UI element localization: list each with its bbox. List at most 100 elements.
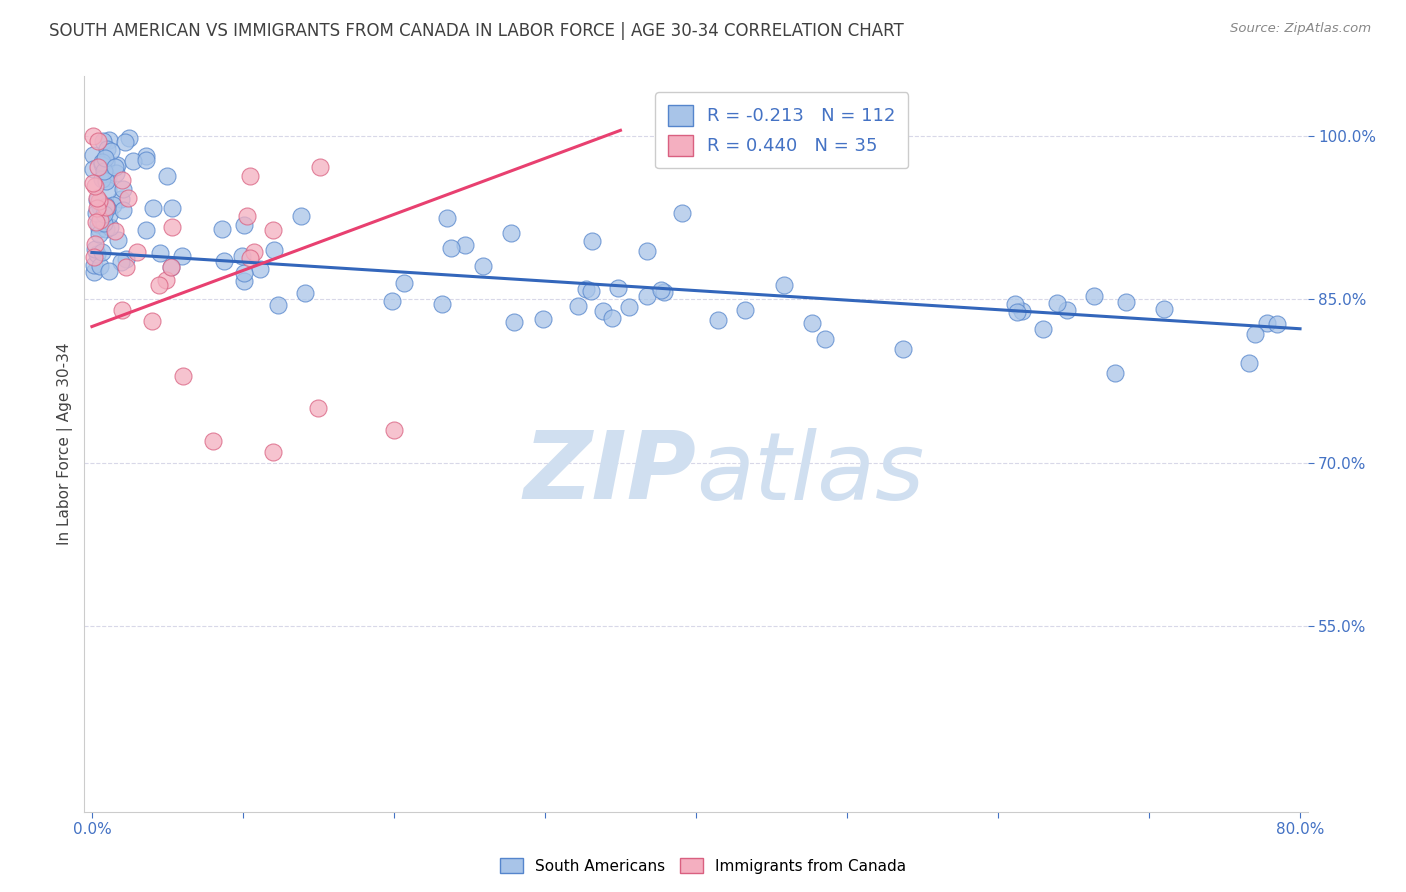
Point bbox=[160, 260, 183, 275]
Point bbox=[262, 223, 284, 237]
Point bbox=[84, 214, 107, 228]
Point bbox=[581, 284, 603, 298]
Point bbox=[87, 194, 110, 209]
Point bbox=[104, 160, 127, 174]
Point bbox=[96, 154, 118, 169]
Point bbox=[502, 315, 524, 329]
Point bbox=[211, 222, 233, 236]
Point bbox=[89, 227, 111, 241]
Point bbox=[111, 173, 134, 187]
Point bbox=[135, 148, 157, 162]
Point bbox=[1244, 326, 1267, 341]
Point bbox=[172, 249, 194, 263]
Point bbox=[82, 162, 104, 177]
Point bbox=[1005, 304, 1028, 318]
Point bbox=[294, 286, 316, 301]
Point bbox=[671, 206, 693, 220]
Point bbox=[86, 247, 108, 261]
Point bbox=[1237, 355, 1260, 369]
Point bbox=[156, 169, 179, 183]
Point bbox=[117, 191, 139, 205]
Point bbox=[636, 288, 658, 302]
Point bbox=[262, 445, 284, 459]
Point bbox=[231, 248, 253, 262]
Point bbox=[107, 233, 129, 247]
Point bbox=[90, 154, 112, 169]
Point bbox=[636, 244, 658, 259]
Point bbox=[97, 208, 120, 222]
Point bbox=[440, 241, 463, 255]
Point bbox=[382, 423, 405, 437]
Point bbox=[155, 273, 177, 287]
Point bbox=[114, 135, 136, 149]
Point bbox=[617, 301, 640, 315]
Point bbox=[307, 401, 329, 416]
Point bbox=[266, 298, 288, 312]
Point bbox=[135, 223, 157, 237]
Point bbox=[83, 250, 105, 264]
Point bbox=[1256, 316, 1278, 330]
Point bbox=[160, 202, 183, 216]
Point bbox=[89, 213, 111, 227]
Point bbox=[141, 201, 163, 215]
Point bbox=[814, 332, 837, 346]
Point bbox=[94, 167, 117, 181]
Point bbox=[607, 281, 630, 295]
Point bbox=[392, 276, 415, 290]
Point bbox=[734, 302, 756, 317]
Point bbox=[141, 314, 163, 328]
Point bbox=[94, 199, 117, 213]
Point bbox=[93, 207, 115, 221]
Point bbox=[115, 252, 138, 267]
Point bbox=[84, 178, 107, 193]
Point bbox=[98, 133, 121, 147]
Point bbox=[233, 274, 256, 288]
Point bbox=[87, 222, 110, 236]
Point bbox=[499, 227, 522, 241]
Point bbox=[112, 202, 135, 217]
Point bbox=[1004, 296, 1026, 310]
Point bbox=[650, 283, 672, 297]
Point bbox=[436, 211, 458, 226]
Point bbox=[1083, 289, 1105, 303]
Point bbox=[86, 206, 108, 220]
Point bbox=[82, 147, 104, 161]
Point bbox=[309, 161, 332, 175]
Point bbox=[148, 278, 170, 293]
Point bbox=[96, 142, 118, 156]
Text: SOUTH AMERICAN VS IMMIGRANTS FROM CANADA IN LABOR FORCE | AGE 30-34 CORRELATION : SOUTH AMERICAN VS IMMIGRANTS FROM CANADA… bbox=[49, 22, 904, 40]
Point bbox=[707, 312, 730, 326]
Point bbox=[135, 153, 157, 167]
Point bbox=[110, 193, 132, 207]
Text: Source: ZipAtlas.com: Source: ZipAtlas.com bbox=[1230, 22, 1371, 36]
Point bbox=[430, 297, 453, 311]
Point bbox=[100, 144, 122, 158]
Point bbox=[111, 303, 134, 318]
Point bbox=[592, 303, 614, 318]
Point bbox=[87, 160, 110, 174]
Point bbox=[201, 434, 224, 448]
Y-axis label: In Labor Force | Age 30-34: In Labor Force | Age 30-34 bbox=[58, 343, 73, 545]
Point bbox=[105, 158, 128, 172]
Point bbox=[600, 310, 623, 325]
Point bbox=[87, 218, 110, 232]
Point bbox=[91, 157, 114, 171]
Point bbox=[172, 368, 194, 383]
Point bbox=[800, 316, 823, 330]
Point bbox=[531, 311, 554, 326]
Point bbox=[1011, 304, 1033, 318]
Point bbox=[263, 243, 285, 257]
Point bbox=[97, 170, 120, 185]
Point bbox=[290, 209, 312, 223]
Point bbox=[249, 261, 271, 276]
Point bbox=[89, 260, 111, 274]
Point bbox=[105, 166, 128, 180]
Point bbox=[652, 285, 675, 299]
Point bbox=[1046, 295, 1069, 310]
Point bbox=[98, 220, 121, 235]
Point bbox=[115, 260, 138, 274]
Point bbox=[581, 234, 603, 248]
Point bbox=[454, 237, 477, 252]
Legend: R = -0.213   N = 112, R = 0.440   N = 35: R = -0.213 N = 112, R = 0.440 N = 35 bbox=[655, 92, 908, 169]
Point bbox=[86, 201, 108, 215]
